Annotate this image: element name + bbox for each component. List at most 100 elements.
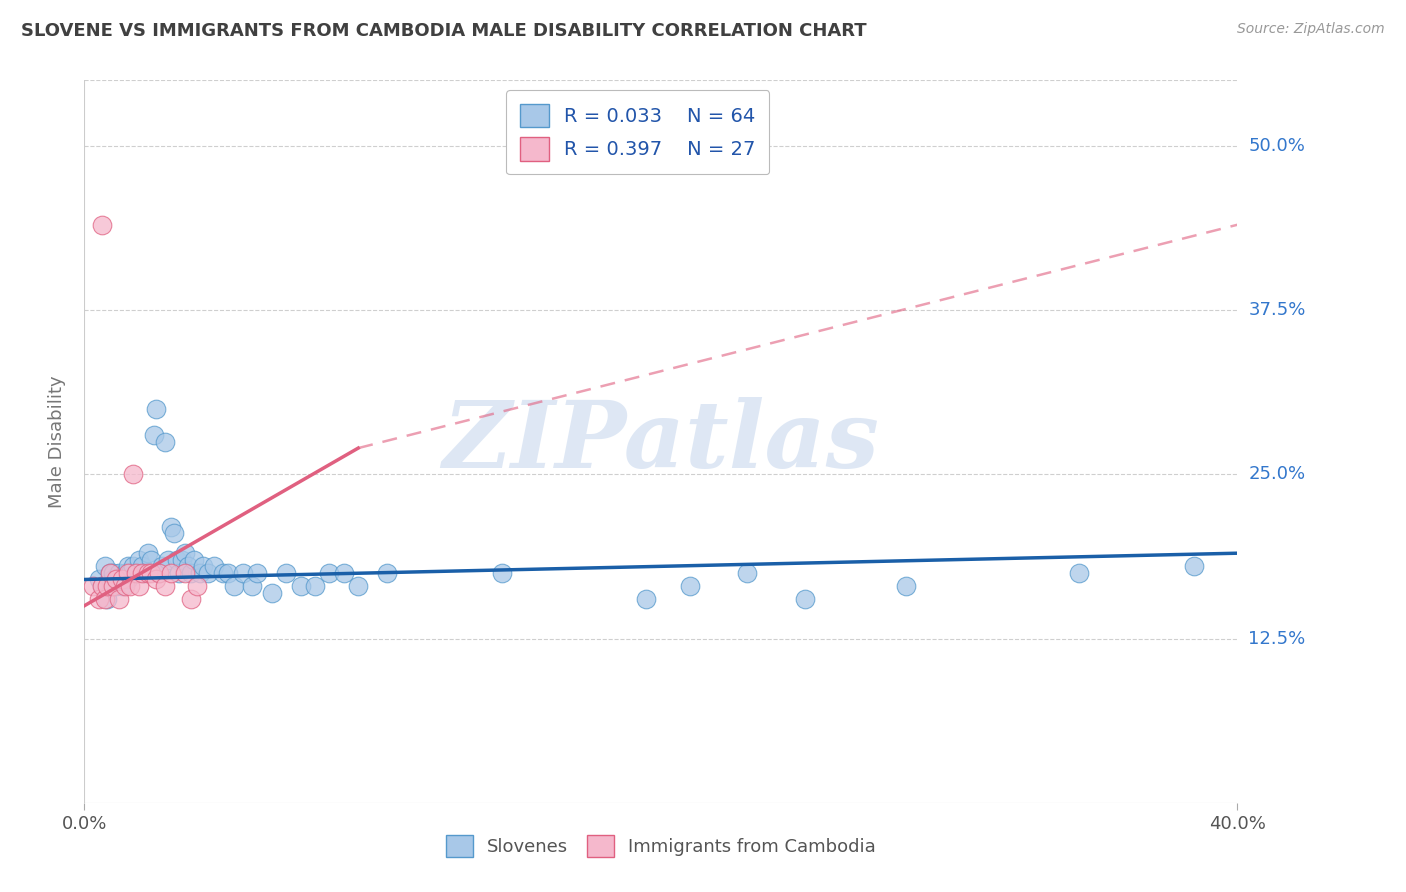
Point bbox=[125, 566, 148, 580]
Point bbox=[177, 559, 200, 574]
Point bbox=[96, 579, 118, 593]
Point bbox=[174, 566, 197, 580]
Point bbox=[183, 553, 205, 567]
Point bbox=[232, 566, 254, 580]
Point bbox=[108, 566, 131, 580]
Point bbox=[148, 566, 170, 580]
Point bbox=[145, 401, 167, 416]
Point bbox=[96, 592, 118, 607]
Point bbox=[87, 573, 110, 587]
Point bbox=[186, 579, 208, 593]
Point bbox=[163, 526, 186, 541]
Point bbox=[142, 428, 165, 442]
Point bbox=[153, 434, 176, 449]
Point bbox=[1182, 559, 1205, 574]
Point bbox=[148, 566, 170, 580]
Point bbox=[117, 566, 139, 580]
Point bbox=[136, 546, 159, 560]
Text: 12.5%: 12.5% bbox=[1249, 630, 1306, 648]
Point bbox=[180, 592, 202, 607]
Point bbox=[98, 579, 121, 593]
Point bbox=[128, 579, 150, 593]
Point bbox=[636, 592, 658, 607]
Point bbox=[108, 592, 131, 607]
Point bbox=[114, 566, 136, 580]
Point bbox=[246, 566, 269, 580]
Point bbox=[894, 579, 917, 593]
Point bbox=[108, 573, 131, 587]
Point bbox=[131, 559, 153, 574]
Point bbox=[139, 566, 162, 580]
Point bbox=[105, 573, 128, 587]
Point bbox=[375, 566, 398, 580]
Point bbox=[117, 573, 139, 587]
Point bbox=[114, 579, 136, 593]
Point bbox=[169, 566, 191, 580]
Point bbox=[174, 546, 197, 560]
Point bbox=[111, 579, 134, 593]
Point bbox=[188, 566, 211, 580]
Point bbox=[87, 592, 110, 607]
Point bbox=[120, 579, 142, 593]
Point bbox=[224, 579, 246, 593]
Text: Source: ZipAtlas.com: Source: ZipAtlas.com bbox=[1237, 22, 1385, 37]
Point bbox=[128, 553, 150, 567]
Point bbox=[191, 559, 214, 574]
Text: SLOVENE VS IMMIGRANTS FROM CAMBODIA MALE DISABILITY CORRELATION CHART: SLOVENE VS IMMIGRANTS FROM CAMBODIA MALE… bbox=[21, 22, 866, 40]
Point bbox=[145, 573, 167, 587]
Point bbox=[679, 579, 702, 593]
Point bbox=[105, 579, 128, 593]
Point bbox=[347, 579, 370, 593]
Point bbox=[304, 579, 326, 593]
Point bbox=[98, 566, 121, 580]
Point bbox=[202, 559, 225, 574]
Point bbox=[180, 566, 202, 580]
Point bbox=[90, 579, 112, 593]
Point bbox=[90, 579, 112, 593]
Point bbox=[737, 566, 759, 580]
Point bbox=[122, 467, 145, 482]
Point bbox=[160, 520, 183, 534]
Point bbox=[117, 559, 139, 574]
Text: 50.0%: 50.0% bbox=[1249, 137, 1305, 155]
Point bbox=[218, 566, 240, 580]
Point bbox=[794, 592, 817, 607]
Text: ZIPatlas: ZIPatlas bbox=[443, 397, 879, 486]
Point bbox=[103, 579, 124, 593]
Text: 25.0%: 25.0% bbox=[1249, 466, 1306, 483]
Point bbox=[82, 579, 104, 593]
Point bbox=[136, 566, 159, 580]
Point bbox=[111, 573, 134, 587]
Point bbox=[172, 553, 194, 567]
Point bbox=[156, 553, 179, 567]
Point bbox=[134, 566, 156, 580]
Point bbox=[93, 559, 115, 574]
Legend: Slovenes, Immigrants from Cambodia: Slovenes, Immigrants from Cambodia bbox=[437, 826, 884, 866]
Point bbox=[333, 566, 356, 580]
Point bbox=[153, 579, 176, 593]
Point bbox=[290, 579, 312, 593]
Text: 37.5%: 37.5% bbox=[1249, 301, 1306, 319]
Point bbox=[166, 553, 188, 567]
Point bbox=[260, 585, 283, 599]
Point bbox=[125, 566, 148, 580]
Point bbox=[131, 566, 153, 580]
Point bbox=[103, 566, 124, 580]
Point bbox=[491, 566, 513, 580]
Point bbox=[90, 218, 112, 232]
Point bbox=[211, 566, 233, 580]
Point bbox=[197, 566, 219, 580]
Point bbox=[98, 566, 121, 580]
Point bbox=[103, 573, 124, 587]
Y-axis label: Male Disability: Male Disability bbox=[48, 376, 66, 508]
Point bbox=[318, 566, 340, 580]
Point bbox=[122, 559, 145, 574]
Point bbox=[139, 553, 162, 567]
Point bbox=[150, 559, 173, 574]
Point bbox=[240, 579, 263, 593]
Point bbox=[120, 566, 142, 580]
Point bbox=[160, 566, 183, 580]
Point bbox=[1067, 566, 1090, 580]
Point bbox=[93, 592, 115, 607]
Point bbox=[276, 566, 298, 580]
